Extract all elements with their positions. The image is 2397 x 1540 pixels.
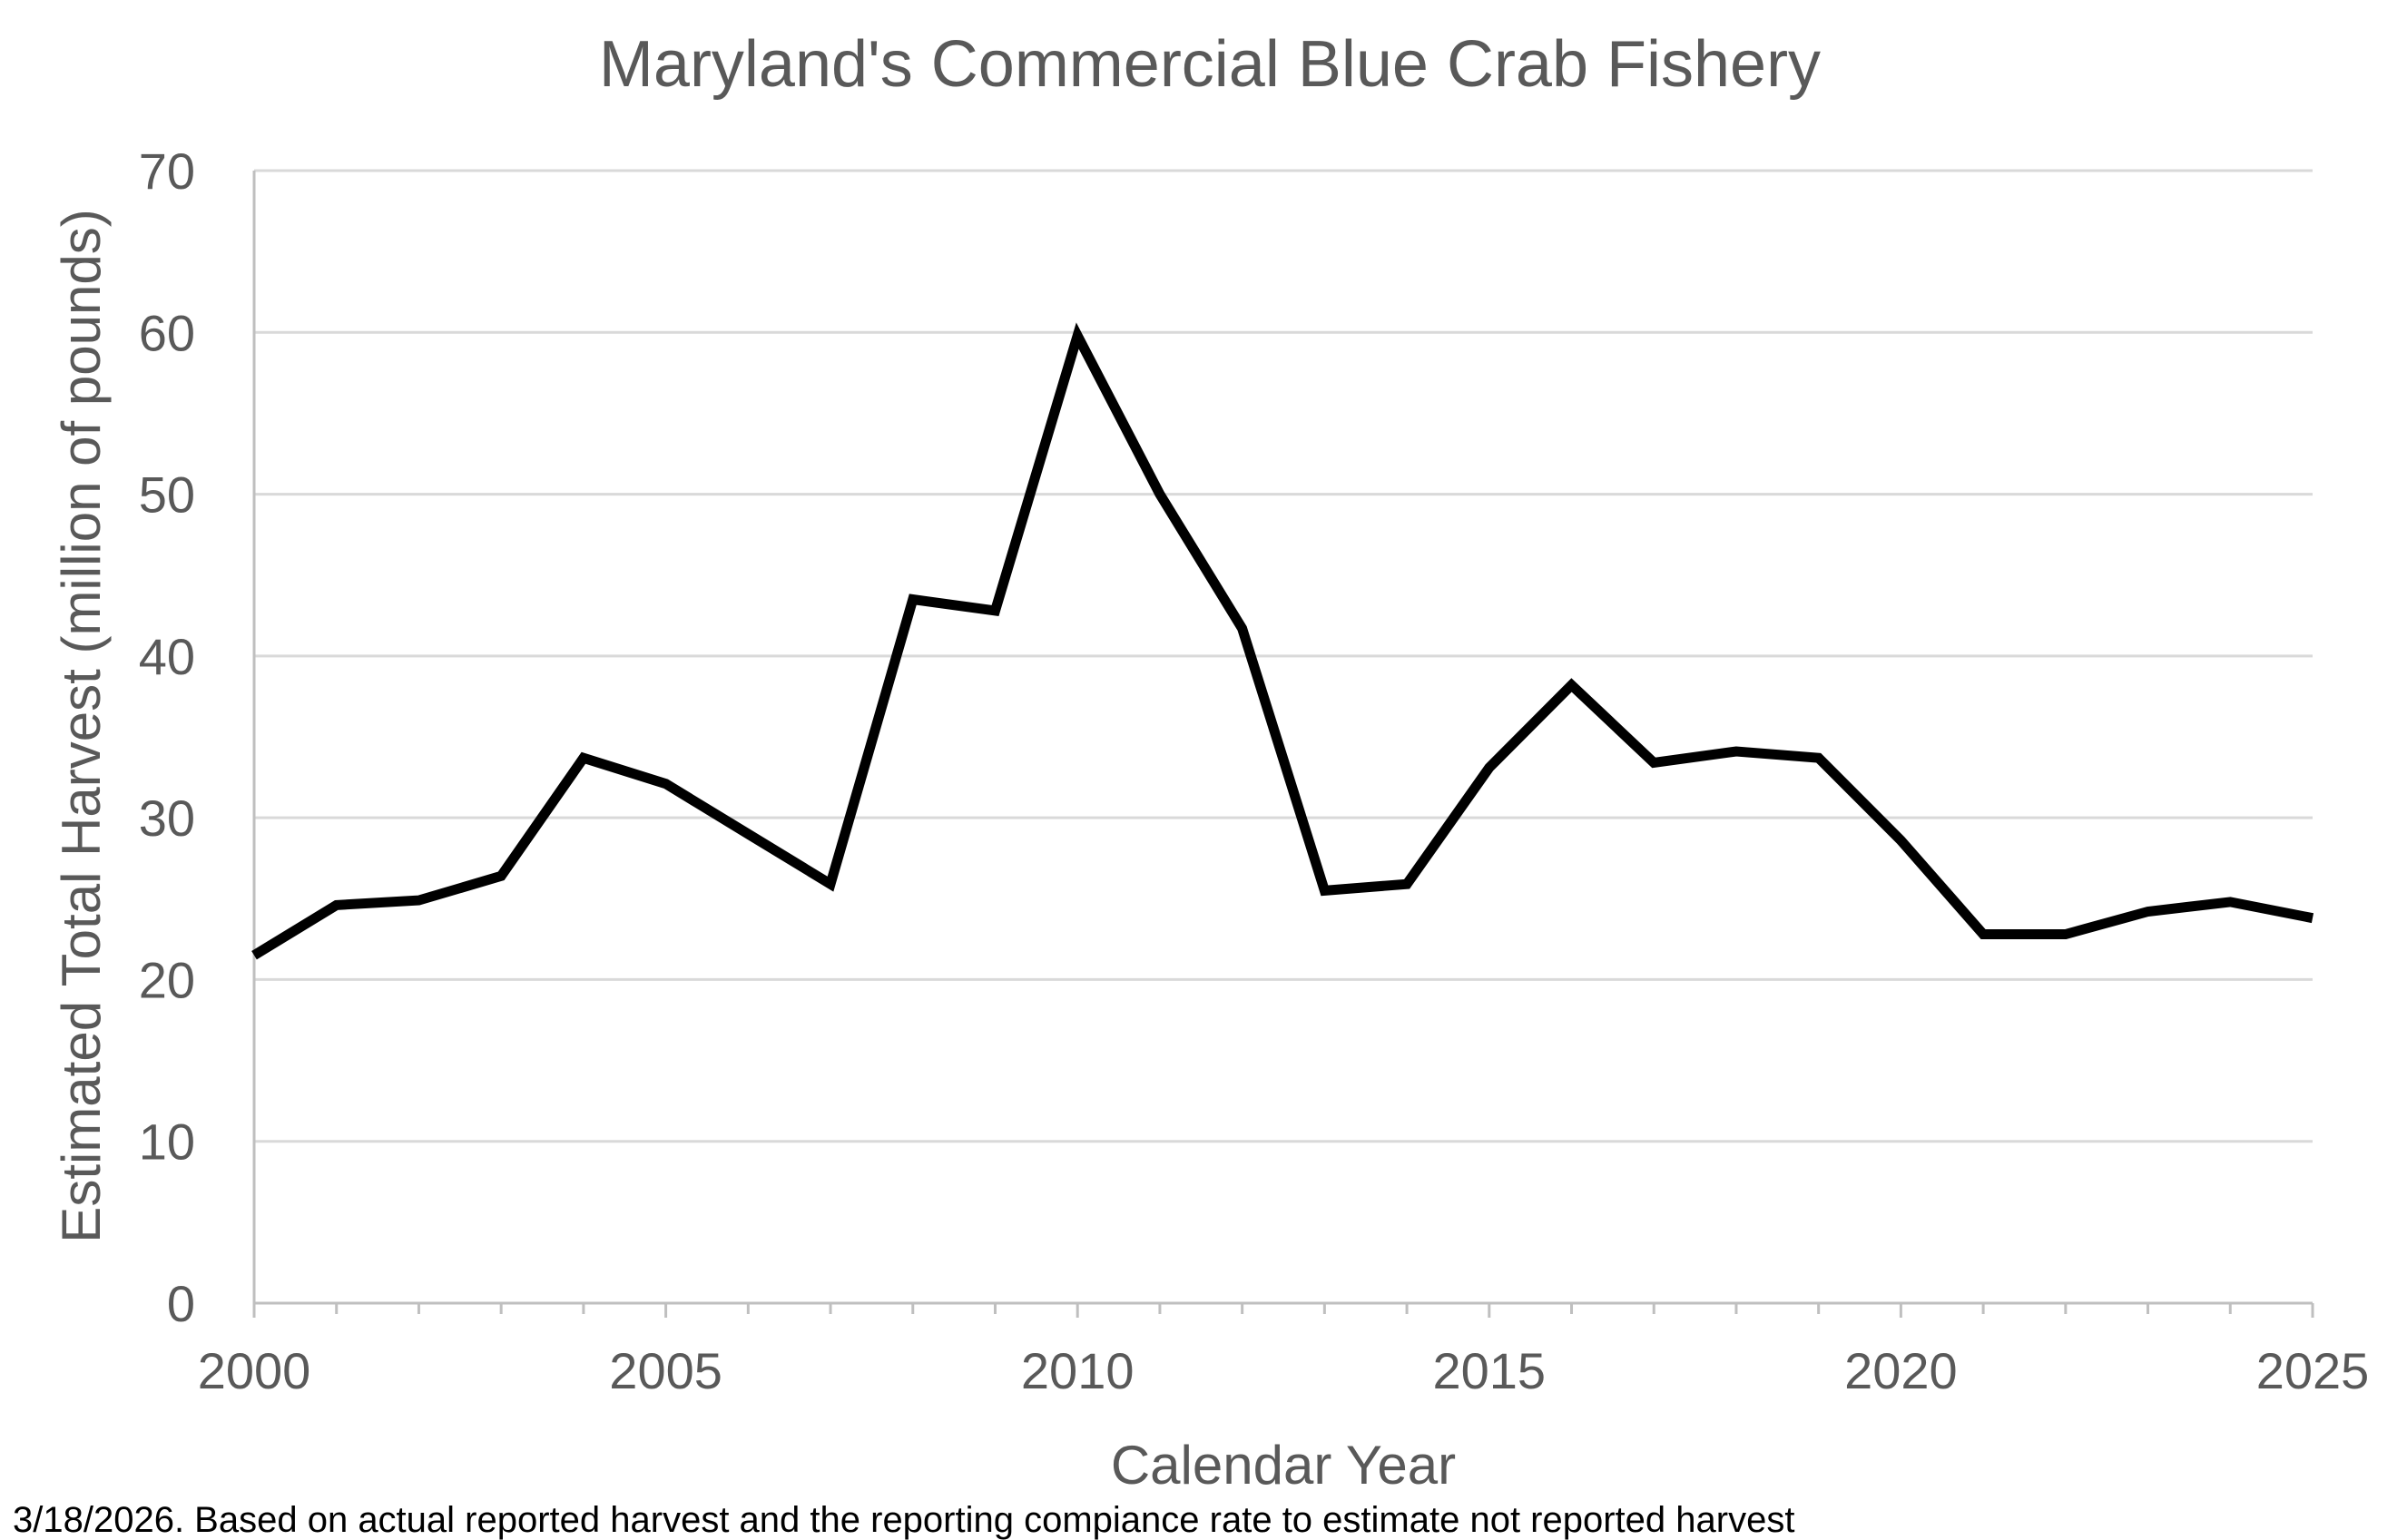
gridlines <box>254 169 2313 1143</box>
y-axis-label: Estimated Total Harvest (million of poun… <box>51 209 112 1242</box>
y-axis-tick-labels: 0 10 20 30 40 50 60 70 <box>139 142 195 1332</box>
y-tick-label: 10 <box>139 1113 195 1171</box>
chart-title: Maryland's Commercial Blue Crab Fishery <box>599 28 1821 101</box>
y-tick-label: 30 <box>139 790 195 847</box>
x-axis-label: Calendar Year <box>1111 1435 1456 1496</box>
x-tick-label: 2025 <box>2256 1342 2370 1399</box>
y-tick-label: 70 <box>139 142 195 200</box>
x-tick-label: 2020 <box>1844 1342 1958 1399</box>
x-axis-tick-labels: 2000 2005 2010 2015 2020 2025 <box>198 1342 2370 1399</box>
chart-footnote: 3/18/2026. Based on actual reported harv… <box>13 1500 1795 1540</box>
x-tick-label: 2015 <box>1433 1342 1547 1399</box>
x-tick-label: 2010 <box>1021 1342 1135 1399</box>
y-tick-label: 0 <box>167 1275 195 1332</box>
y-tick-label: 20 <box>139 951 195 1008</box>
y-tick-label: 50 <box>139 466 195 524</box>
x-tick-label: 2000 <box>198 1342 311 1399</box>
y-tick-label: 40 <box>139 628 195 685</box>
x-axis <box>252 171 2314 1318</box>
y-tick-label: 60 <box>139 304 195 361</box>
harvest-series-line <box>251 322 2314 960</box>
x-tick-label: 2005 <box>609 1342 722 1399</box>
